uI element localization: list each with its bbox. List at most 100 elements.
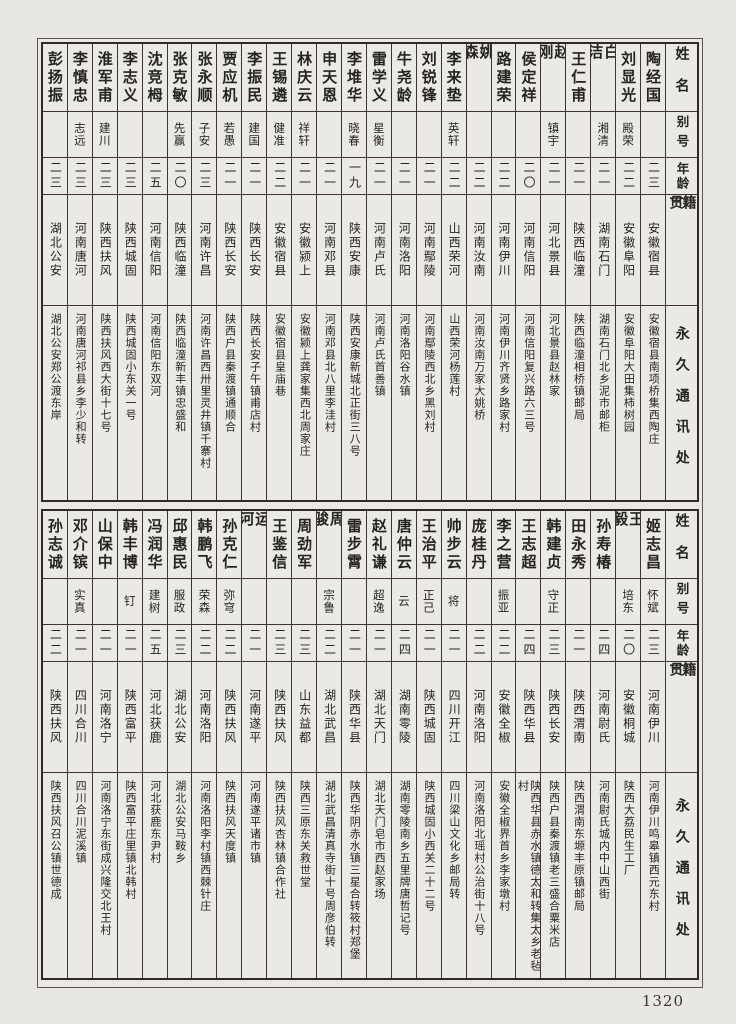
entry-address: 河南信阳东双河 (148, 313, 162, 397)
entry-age: 二一 (242, 625, 267, 662)
entry-age: 二三 (541, 625, 566, 662)
entry-column: 张克敏 先赢 二〇 陕西临潼 陕西临潼新丰镇忠盛和 (166, 44, 192, 500)
entry-address: 湖北武昌清真寺街十号周彦伯转 (323, 780, 337, 948)
entry-alias (491, 112, 516, 158)
entry-column: 王鉴信 二三 陕西扶风 陕西扶风杏林镇合作社 (266, 511, 292, 978)
entry-name: 张克敏 (167, 44, 192, 112)
entry-origin: 河南卢氏 (366, 195, 391, 306)
entry-origin: 陕西城固 (117, 195, 142, 306)
entry-name: 姚森 (466, 44, 491, 112)
entry-age: 二二 (441, 158, 466, 195)
entry-address: 四川梁山文化乡邮局转 (447, 780, 461, 900)
entry-name: 孙克仁 (217, 511, 242, 579)
entry-column: 姚森 二二 河南汝南 河南汝南万家大姚桥 (465, 44, 491, 500)
entry-address: 湖北天门皂市西赵家场 (373, 780, 387, 900)
entry-column: 李振民 建国 二一 陕西长安 陕西长安子午镇甫店村 (241, 44, 267, 500)
entry-origin: 陕西临潼 (167, 195, 192, 306)
entry-origin: 湖北武昌 (317, 662, 342, 773)
entry-origin: 湖北公安 (167, 662, 192, 773)
entry-age: 二三 (67, 158, 92, 195)
entry-alias: 云 (391, 579, 416, 625)
entry-age: 二二 (267, 158, 292, 195)
entry-origin: 山东益都 (292, 662, 317, 773)
entry-origin: 河南唐河 (67, 195, 92, 306)
entry-address: 河北获鹿东尹村 (148, 780, 162, 864)
entry-name: 张永顺 (192, 44, 217, 112)
entry-origin: 河南伊川 (491, 195, 516, 306)
entry-origin: 湖南零陵 (391, 662, 416, 773)
entry-address: 安徽宿县皇庙巷 (273, 313, 287, 397)
entry-origin: 河南洛阳 (391, 195, 416, 306)
entry-name: 周骏 (317, 511, 342, 579)
entry-origin: 陕西渭南 (566, 662, 591, 773)
entry-origin: 河南许昌 (192, 195, 217, 306)
entry-alias (317, 112, 342, 158)
entry-address: 河南唐河祁县乡李少和转 (74, 313, 88, 445)
entry-name: 冯润华 (142, 511, 167, 579)
entry-name: 韩鹏飞 (192, 511, 217, 579)
entry-age: 二二 (491, 625, 516, 662)
entry-age: 二一 (391, 158, 416, 195)
entry-column: 李来垫 英轩 二二 山西荣河 山西荣河杨莲村 (440, 44, 466, 500)
header-name: 姓名 (666, 511, 697, 579)
entry-alias (591, 579, 616, 625)
entry-origin: 河南鄢陵 (416, 195, 441, 306)
entry-origin: 安徽宿县 (641, 195, 665, 306)
entry-name: 林庆云 (292, 44, 317, 112)
entry-name: 王仁甫 (566, 44, 591, 112)
entry-origin: 河南洛阳 (466, 662, 491, 773)
entry-alias (267, 579, 292, 625)
entry-age: 二二 (192, 625, 217, 662)
entry-origin: 陕西扶风 (217, 662, 242, 773)
entry-origin: 陕西扶风 (42, 662, 67, 773)
entry-address: 河南汝南万家大姚桥 (472, 313, 486, 421)
entry-column: 刘锐锋 二一 河南鄢陵 河南鄢陵西北乡黑刘村 (415, 44, 441, 500)
entry-address: 湖北公安郑公渡东岸 (49, 313, 63, 421)
header-column: 姓名 别号 年龄 籍贯 永久通讯处 (665, 44, 697, 500)
entry-name: 王治平 (416, 511, 441, 579)
entry-name: 运河 (242, 511, 267, 579)
entry-alias: 星衡 (366, 112, 391, 158)
entry-column: 王毅 培东 二〇 安徽桐城 陕西大荔民生工厂 (615, 511, 641, 978)
entry-age: 二一 (317, 158, 342, 195)
entry-origin: 河南遂平 (242, 662, 267, 773)
entry-address: 河南信阳复兴路六三号 (522, 313, 536, 433)
entry-name: 王鉴信 (267, 511, 292, 579)
entry-age: 二四 (516, 625, 541, 662)
entry-alias (142, 112, 167, 158)
entry-address: 河南洛阳李村镇西棘针庄 (198, 780, 212, 912)
entry-alias: 宗鲁 (317, 579, 342, 625)
entry-alias (342, 579, 366, 625)
entry-alias: 子安 (192, 112, 217, 158)
entry-origin: 陕西临潼 (566, 195, 591, 306)
entry-alias: 镇宇 (541, 112, 566, 158)
entry-name: 雷学义 (366, 44, 391, 112)
entry-column: 唐仲云云二四 湖南零陵 湖南零陵南乡五里牌唐哲记号 (390, 511, 416, 978)
entry-age: 二二 (616, 158, 641, 195)
entry-name: 侯定祥 (516, 44, 541, 112)
entry-alias: 守正 (541, 579, 566, 625)
entry-origin: 陕西长安 (541, 662, 566, 773)
entry-address: 湖北公安马鞍乡 (173, 780, 187, 864)
entry-name: 李堆华 (342, 44, 366, 112)
entry-age: 二二 (217, 625, 242, 662)
entry-age: 二五 (142, 625, 167, 662)
entry-column: 王治平 正己 二一 陕西城固 陕西城固小西关二十二号 (415, 511, 441, 978)
entry-alias: 荣森 (192, 579, 217, 625)
entry-name: 李振民 (242, 44, 267, 112)
entry-origin: 陕西华县 (342, 662, 366, 773)
entry-age: 二一 (117, 625, 142, 662)
entry-address: 陕西扶风召公镇世德成 (49, 780, 63, 900)
entry-address: 河南邓县北八里李洼村 (323, 313, 337, 433)
entry-name: 唐仲云 (391, 511, 416, 579)
entry-age: 二一 (366, 158, 391, 195)
entry-age: 二一 (591, 158, 616, 195)
entry-name: 帅步云 (441, 511, 466, 579)
entry-alias (466, 579, 491, 625)
entry-age: 二一 (342, 625, 366, 662)
entry-name: 王志超 (516, 511, 541, 579)
entry-origin: 陕西扶风 (267, 662, 292, 773)
entry-column: 李之营 振亚 二二 安徽全椒 安徽全椒界首乡李家墩村 (490, 511, 516, 978)
entry-name: 孙寿椿 (591, 511, 616, 579)
entry-alias: 弥穹 (217, 579, 242, 625)
